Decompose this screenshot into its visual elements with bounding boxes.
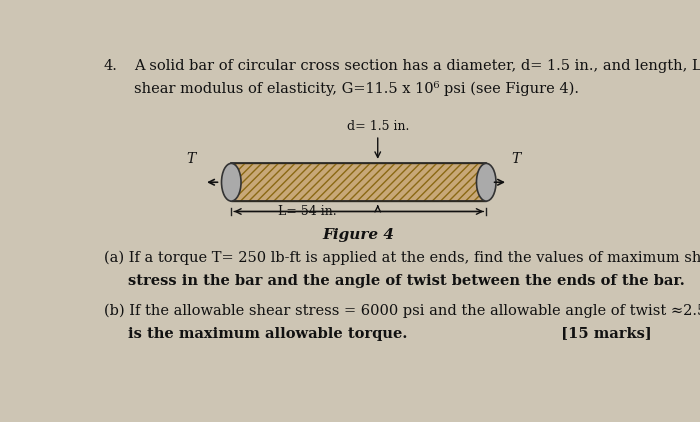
Text: T: T [186, 152, 195, 167]
Text: is the maximum allowable torque.                              [15 marks]: is the maximum allowable torque. [15 mar… [128, 327, 652, 341]
Text: 4.: 4. [104, 59, 118, 73]
Text: T: T [512, 152, 521, 167]
Ellipse shape [221, 163, 241, 201]
Bar [231, 163, 486, 201]
Ellipse shape [477, 163, 496, 201]
Text: (a) If a torque T= 250 lb-ft is applied at the ends, find the values of maximum : (a) If a torque T= 250 lb-ft is applied … [104, 251, 700, 265]
Text: d= 1.5 in.: d= 1.5 in. [346, 121, 409, 133]
Text: stress in the bar and the angle of twist between the ends of the bar.    [10 mar: stress in the bar and the angle of twist… [128, 274, 700, 288]
Text: Figure 4: Figure 4 [323, 228, 395, 242]
Text: shear modulus of elasticity, G=11.5 x 10⁶ psi (see Figure 4).: shear modulus of elasticity, G=11.5 x 10… [134, 81, 579, 95]
Bar [231, 163, 486, 201]
Text: A solid bar of circular cross section has a diameter, d= 1.5 in., and length, L=: A solid bar of circular cross section ha… [134, 59, 700, 73]
Text: L= 54 in.: L= 54 in. [279, 205, 337, 218]
Text: (b) If the allowable shear stress = 6000 psi and the allowable angle of twist ≈2: (b) If the allowable shear stress = 6000… [104, 304, 700, 319]
